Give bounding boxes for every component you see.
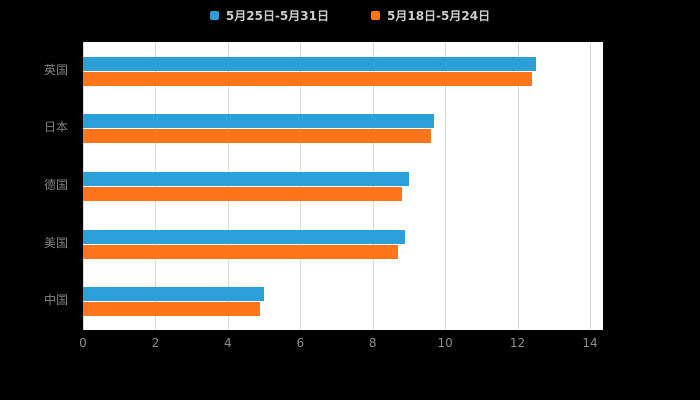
bar-series1-cat2 [83, 187, 402, 201]
x-axis-tick-label: 6 [296, 336, 305, 350]
gridline [372, 42, 374, 330]
bar-series0-cat1 [83, 114, 435, 129]
bar-series0-cat4 [83, 287, 265, 302]
gridline [155, 42, 157, 330]
category-label: 中国 [43, 293, 68, 308]
bar-series1-cat3 [83, 244, 399, 259]
legend-swatch-icon [209, 11, 219, 20]
gridline [590, 42, 591, 330]
bar-series0-cat2 [83, 172, 409, 186]
x-axis-tick-label: 8 [368, 336, 377, 350]
category-label: 德国 [43, 178, 68, 192]
plot-area [83, 42, 603, 330]
legend-label: 5月25日-5月31日 [225, 9, 329, 23]
bar-series1-cat1 [83, 129, 431, 144]
category-label: 日本 [43, 120, 68, 135]
category-label: 英国 [43, 62, 68, 77]
category-label: 美国 [43, 235, 68, 250]
bar-series0-cat3 [83, 229, 406, 244]
gridline [227, 42, 229, 330]
bar-series1-cat0 [83, 71, 533, 86]
bar-series0-cat0 [83, 56, 536, 71]
bar-series1-cat4 [83, 302, 261, 317]
gridline [445, 42, 447, 330]
x-axis-tick-label: 12 [509, 336, 526, 350]
x-axis-tick-label: 0 [79, 336, 87, 350]
legend-swatch-icon [371, 11, 380, 20]
x-axis-tick-label: 10 [437, 336, 453, 350]
legend: 5月25日-5月31日 5月18日-5月24日 [0, 7, 700, 24]
x-axis-tick-label: 4 [224, 336, 232, 350]
x-axis-tick-label: 2 [151, 336, 160, 350]
x-axis-tick-label: 14 [582, 336, 598, 350]
gridline [517, 42, 519, 330]
legend-item-1[interactable]: 5月18日-5月24日 [371, 7, 490, 24]
legend-label: 5月18日-5月24日 [387, 9, 491, 23]
gridline [83, 42, 84, 330]
gridline [300, 42, 302, 330]
legend-item-0[interactable]: 5月25日-5月31日 [209, 7, 329, 24]
